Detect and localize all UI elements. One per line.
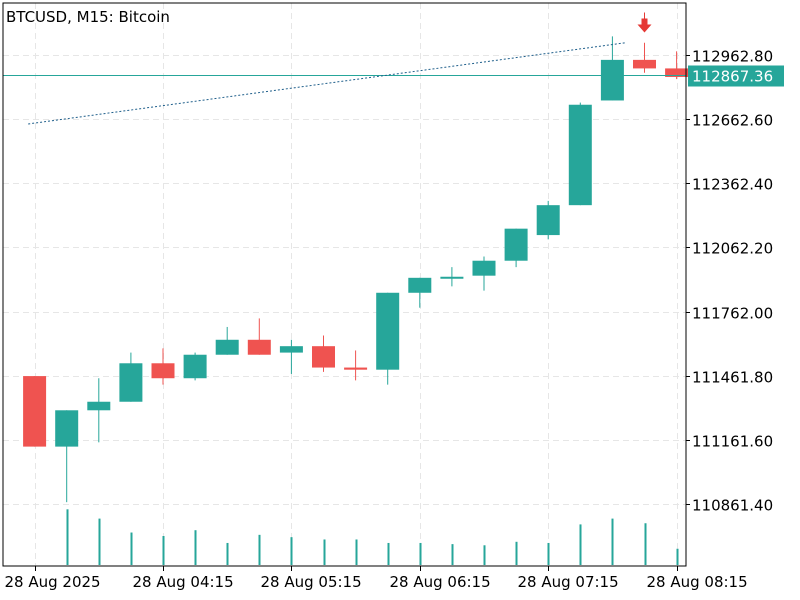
y-tick-label: 111461.80 <box>692 369 773 387</box>
y-tick-label: 111762.00 <box>692 305 773 323</box>
candle-bull <box>505 229 528 267</box>
candle-bull <box>569 103 592 206</box>
y-tick-label: 112062.20 <box>692 240 773 258</box>
x-tick-label: 28 Aug 08:15 <box>647 573 748 591</box>
candle-body <box>23 376 46 447</box>
candle-bear <box>312 336 335 372</box>
candle-body <box>601 60 624 101</box>
candle-body <box>473 261 496 276</box>
y-tick-label: 112362.40 <box>692 176 773 194</box>
x-tick-label: 28 Aug 04:15 <box>133 573 234 591</box>
candle-bull <box>408 278 431 308</box>
x-tick-label: 28 Aug 05:15 <box>261 573 362 591</box>
candle-body <box>184 355 207 379</box>
y-tick-label: 111161.60 <box>692 433 773 451</box>
candle-body <box>119 363 142 401</box>
current-price-label: 112867.36 <box>688 66 784 87</box>
candle-body <box>152 363 175 378</box>
current-price-value: 112867.36 <box>692 68 773 86</box>
sell-arrow-icon <box>638 13 652 33</box>
candle-bear <box>23 376 46 447</box>
plot-frame <box>3 3 686 566</box>
chart-title: BTCUSD, M15: Bitcoin <box>6 8 170 26</box>
candle-bull <box>87 378 110 442</box>
candles <box>23 36 688 502</box>
trend-line <box>28 43 625 124</box>
candle-body <box>87 402 110 411</box>
arrow-head <box>638 25 652 33</box>
candle-body <box>344 368 367 370</box>
candle-bull <box>280 340 303 374</box>
candle-bear <box>248 318 271 354</box>
candle-bear <box>344 350 367 380</box>
y-tick-label: 110861.40 <box>692 497 773 515</box>
candle-body <box>408 278 431 293</box>
candle-body <box>248 340 271 355</box>
candle-body <box>216 340 239 355</box>
candle-body <box>537 205 560 235</box>
candle-bull <box>537 201 560 239</box>
candle-bull <box>119 353 142 402</box>
volume-bars <box>68 509 678 565</box>
candle-bull <box>376 293 399 385</box>
candle-body <box>55 410 78 446</box>
candle-bull <box>473 256 496 290</box>
y-tick-label: 112662.60 <box>692 112 773 130</box>
candle-body <box>505 229 528 261</box>
candle-body <box>569 105 592 205</box>
candle-bull <box>184 353 207 381</box>
candle-bull <box>216 327 239 355</box>
candle-bear <box>633 43 656 73</box>
candlestick-chart[interactable]: 110861.40 111161.60 111461.80 111762.00 1120… <box>0 0 800 600</box>
candle-bear <box>152 348 175 384</box>
grid <box>3 3 686 566</box>
candle-bull <box>440 267 463 286</box>
x-tick-label: 28 Aug 06:15 <box>390 573 491 591</box>
candle-body <box>280 346 303 352</box>
x-tick-label: 28 Aug 07:15 <box>518 573 619 591</box>
candle-body <box>376 293 399 370</box>
price-axis[interactable]: 110861.40 111161.60 111461.80 111762.00 1120… <box>686 48 773 515</box>
time-axis[interactable]: 28 Aug 2025 28 Aug 04:15 28 Aug 05:15 28 Au… <box>5 566 748 591</box>
candle-bull <box>55 410 78 502</box>
y-tick-label: 112962.80 <box>692 48 773 66</box>
x-tick-label: 28 Aug 2025 <box>5 573 101 591</box>
candle-body <box>633 60 656 69</box>
arrow-body <box>642 19 648 26</box>
candle-body <box>312 346 335 367</box>
